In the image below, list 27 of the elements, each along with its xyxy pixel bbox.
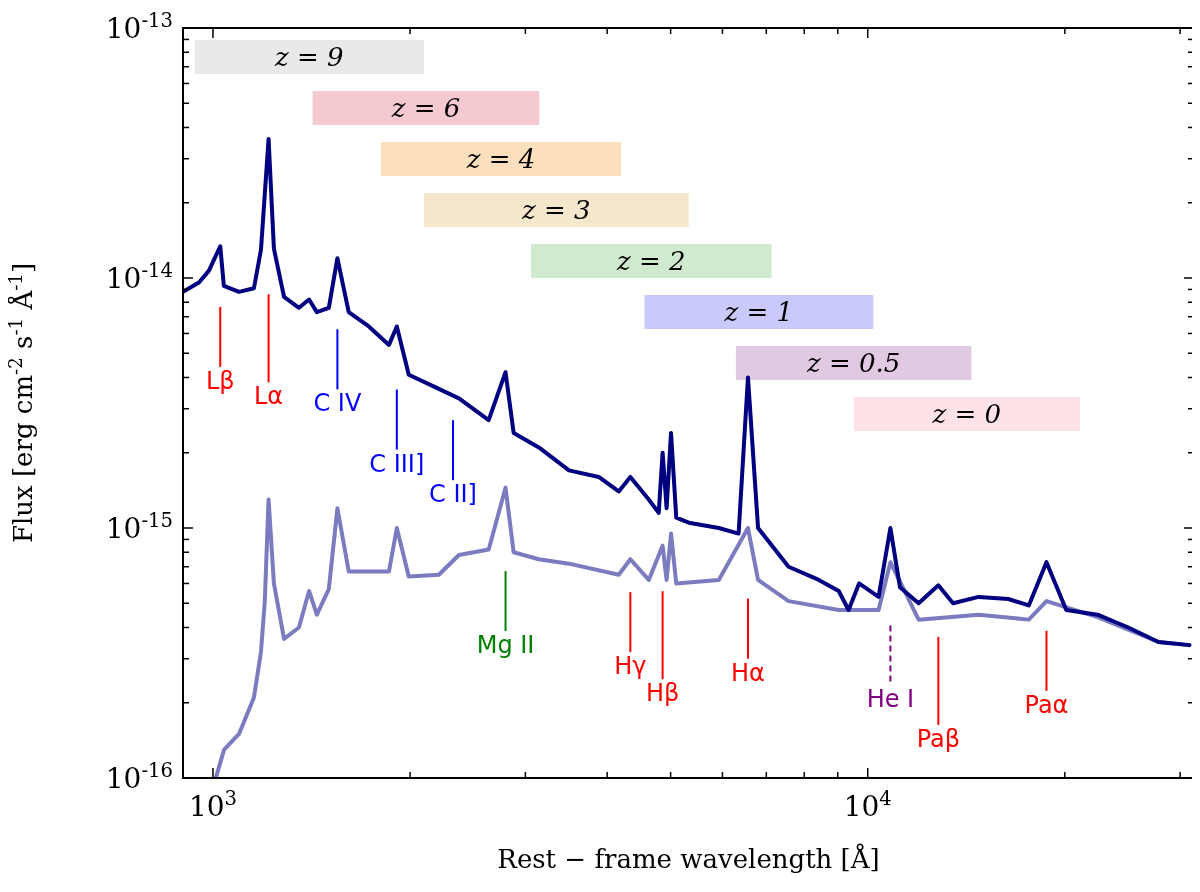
y-tick-label: 10$^{-15}$ (105, 508, 173, 545)
y-tick-label: 10$^{-13}$ (105, 8, 173, 45)
y-tick-label: 10$^{-16}$ (105, 758, 173, 795)
band-label: z = 1 (723, 297, 794, 327)
x-tick-label: 10$^{4}$ (843, 786, 892, 823)
band-label: z = 3 (521, 195, 591, 225)
ref-line-label: Paα (1024, 690, 1069, 719)
band-label: z = 4 (465, 144, 536, 174)
band-label: z = 0 (931, 399, 1002, 429)
y-tick-label: 10$^{-14}$ (105, 258, 173, 295)
x-axis-title: Rest − frame wavelength [Å] (497, 843, 880, 874)
band-label: z = 9 (274, 42, 344, 72)
ref-line-label: Hα (731, 658, 765, 687)
x-tick-label: 10$^{3}$ (188, 786, 238, 823)
ref-line-label: Hβ (645, 679, 680, 708)
ref-line-label: C II] (429, 480, 477, 509)
ref-line-label: Paβ (916, 724, 961, 753)
ref-line-label: Lα (253, 382, 284, 411)
ref-line-label: He I (866, 685, 915, 714)
ref-line-label: Hγ (614, 652, 647, 681)
ref-line-label: C IV (313, 389, 362, 418)
ref-line-label: Lβ (205, 366, 235, 395)
band-label: z = 0.5 (805, 348, 901, 378)
band-label: z = 2 (615, 246, 686, 276)
ref-line-label: Mg II (476, 631, 535, 660)
band-label: z = 6 (390, 93, 461, 123)
ref-line-label: C III] (369, 449, 425, 478)
